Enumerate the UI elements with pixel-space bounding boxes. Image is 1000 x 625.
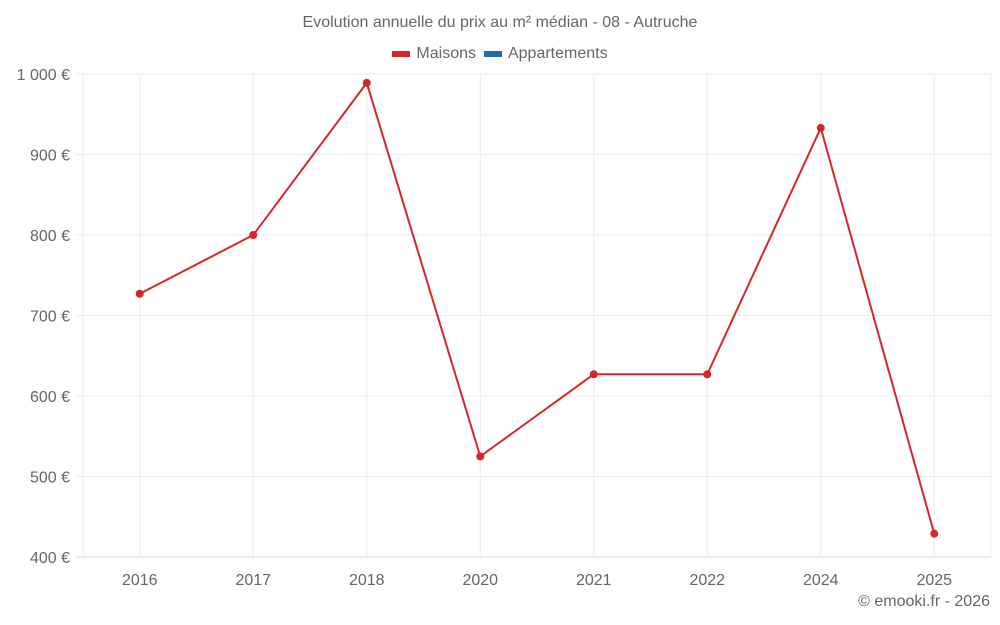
y-tick-label: 800 € (30, 228, 70, 245)
series-line-maisons (139, 80, 936, 534)
data-point[interactable] (930, 529, 939, 538)
legend-label-appartements: Appartements (507, 45, 608, 62)
data-point[interactable] (362, 78, 371, 87)
legend-swatch-appartements (483, 51, 502, 57)
y-tick-label: 500 € (30, 470, 70, 487)
data-point[interactable] (476, 452, 485, 461)
x-tick-label: 2024 (803, 572, 839, 589)
x-tick-label: 2017 (235, 572, 271, 589)
data-point[interactable] (816, 123, 825, 132)
y-tick-label: 700 € (30, 309, 70, 326)
x-tick-label: 2020 (462, 572, 498, 589)
y-tick-label: 1 000 € (17, 67, 70, 84)
x-tick-label: 2016 (122, 572, 158, 589)
legend-label-maisons: Maisons (416, 45, 476, 62)
data-point[interactable] (249, 231, 258, 239)
data-point[interactable] (703, 370, 712, 379)
x-tick-label: 2025 (916, 572, 952, 589)
chart-title: Evolution annuelle du prix au m² médian … (302, 14, 698, 31)
data-point[interactable] (589, 370, 598, 379)
x-tick-label: 2018 (349, 572, 385, 589)
y-tick-label: 900 € (30, 148, 70, 165)
legend: Maisons Appartements (0, 45, 1000, 63)
y-tick-label: 600 € (30, 389, 70, 406)
x-tick-label: 2021 (576, 572, 612, 589)
data-point[interactable] (135, 289, 144, 298)
legend-item-appartements[interactable]: Appartements (483, 45, 608, 63)
y-tick-label: 400 € (30, 550, 70, 567)
legend-item-maisons[interactable]: Maisons (392, 45, 476, 63)
x-tick-label: 2022 (689, 572, 725, 589)
credit-text: © emooki.fr - 2026 (858, 593, 990, 610)
legend-swatch-maisons (392, 51, 411, 57)
